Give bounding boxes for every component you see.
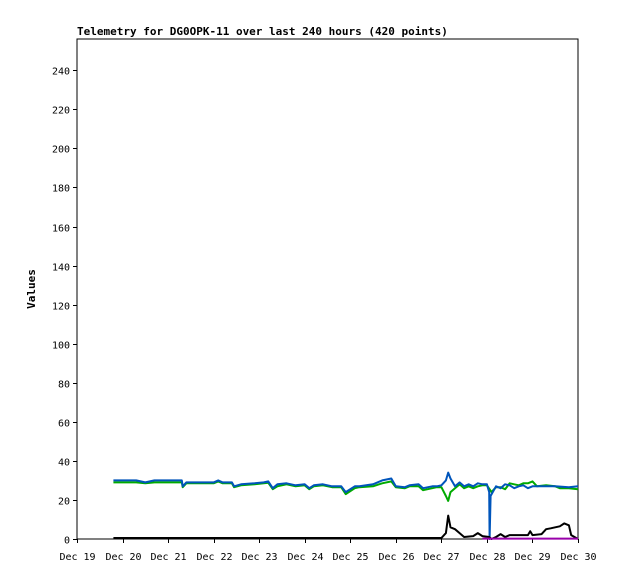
y-tick-label: 0 [64, 536, 70, 547]
y-axis: 0 20 40 60 80 100 120 140 160 180 200 220 240 [52, 67, 77, 547]
y-tick-label: 200 [52, 145, 70, 156]
x-tick-label: Dec 22 [196, 552, 232, 563]
plot-area [76, 38, 579, 540]
x-tick-label: Dec 21 [150, 552, 186, 563]
y-tick-label: 60 [58, 419, 70, 430]
x-tick-label: Dec 29 [514, 552, 550, 563]
series-line-3 [113, 514, 579, 540]
y-tick-label: 120 [52, 302, 70, 313]
y-tick-label: 100 [52, 341, 70, 352]
x-tick-label: Dec 27 [423, 552, 459, 563]
series-line-2 [113, 471, 579, 540]
series-layer [113, 471, 579, 540]
x-tick-label: Dec 28 [469, 552, 505, 563]
y-tick-label: 40 [58, 458, 70, 469]
x-tick-label: Dec 23 [241, 552, 277, 563]
y-tick-label: 20 [58, 497, 70, 508]
x-axis: Dec 19 Dec 20 Dec 21 Dec 22 Dec 23 Dec 24 Dec … [59, 539, 597, 563]
y-axis-label: Values [25, 269, 38, 309]
y-tick-label: 180 [52, 184, 70, 195]
y-tick-label: 140 [52, 263, 70, 274]
x-tick-label: Dec 30 [560, 552, 596, 563]
y-tick-label: 160 [52, 224, 70, 235]
x-tick-label: Dec 26 [378, 552, 414, 563]
chart-title: Telemetry for DG0OPK-11 over last 240 ho… [77, 25, 448, 38]
x-tick-label: Dec 25 [332, 552, 368, 563]
y-tick-label: 240 [52, 67, 70, 78]
y-tick-label: 220 [52, 106, 70, 117]
x-tick-label: Dec 19 [59, 552, 95, 563]
x-tick-label: Dec 20 [105, 552, 141, 563]
x-tick-label: Dec 24 [287, 552, 323, 563]
y-tick-label: 80 [58, 380, 70, 391]
